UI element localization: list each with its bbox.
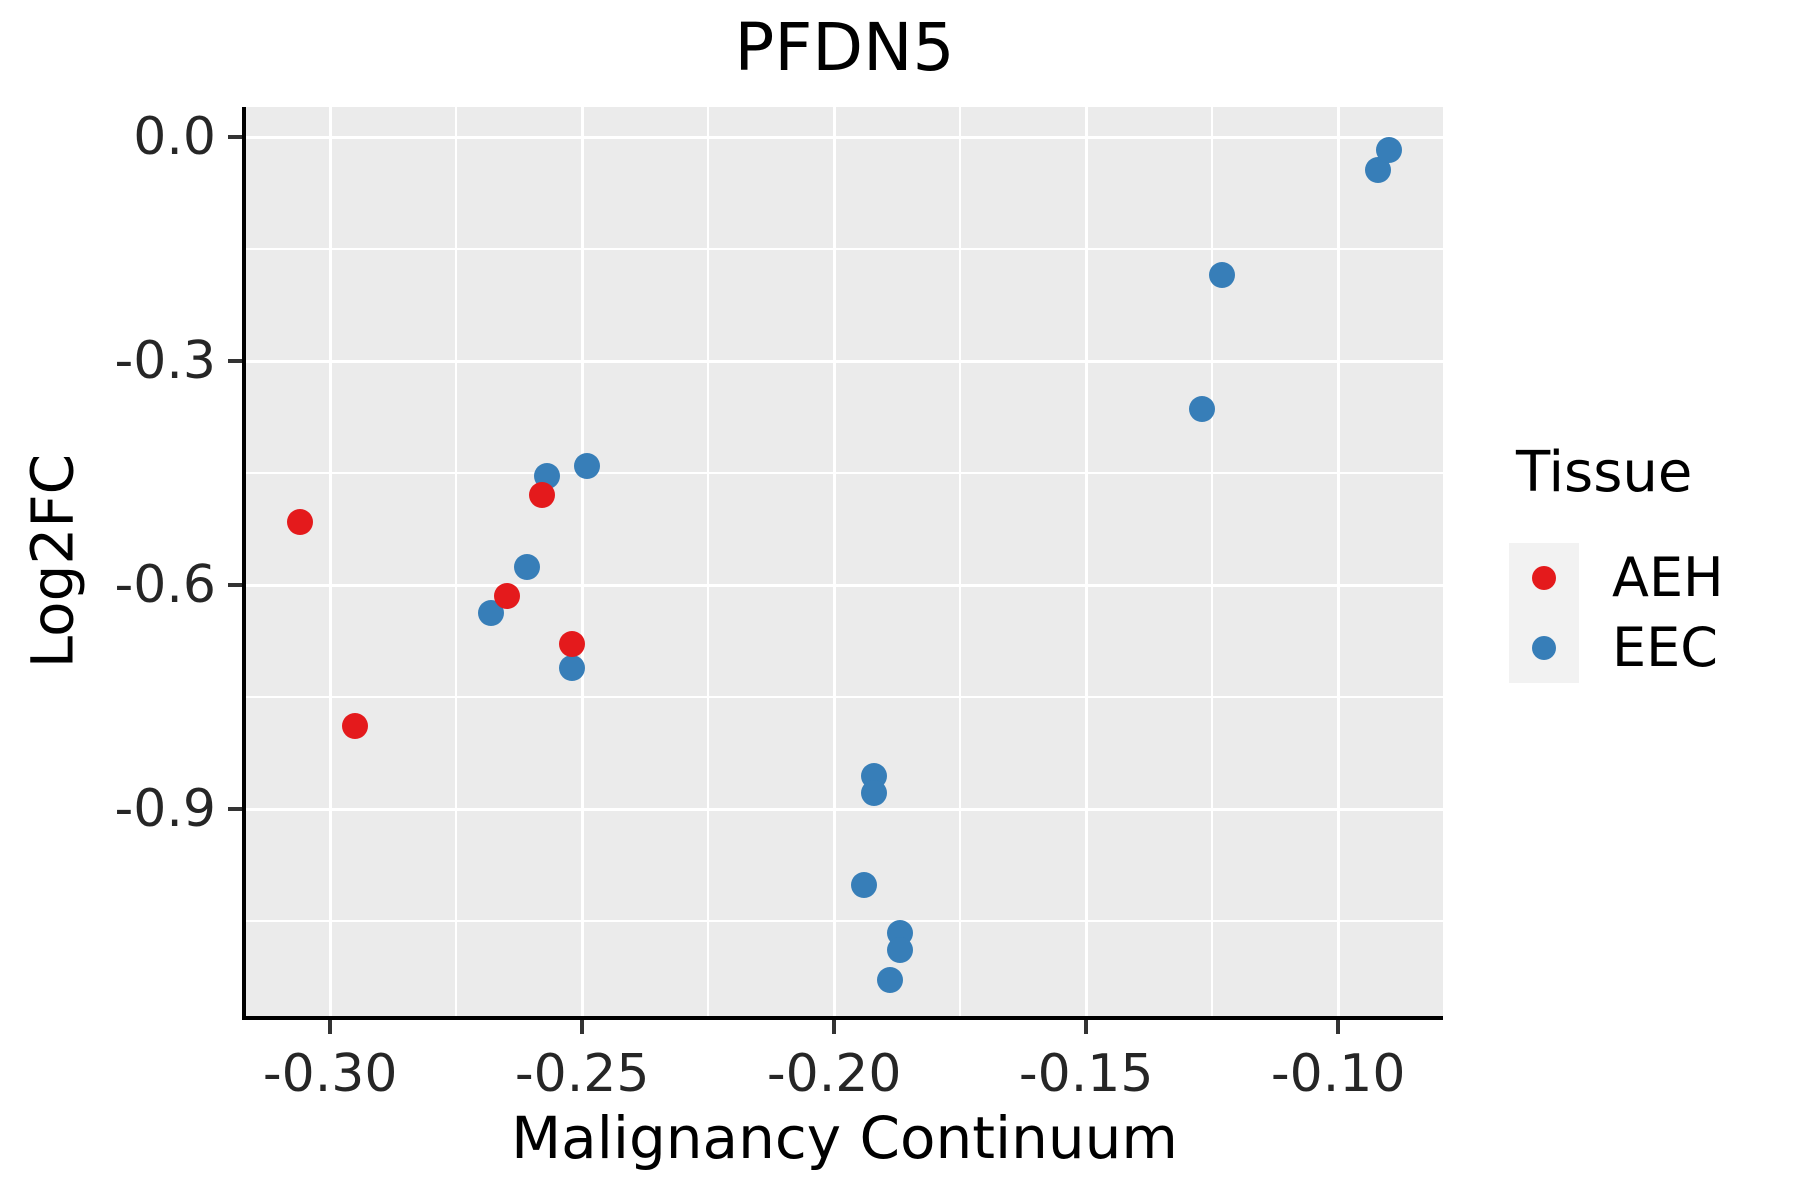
x-major-gridline [580,107,584,1016]
y-tick-mark [228,583,242,588]
y-tick-mark [228,135,242,140]
x-tick-label: -0.30 [262,1044,398,1104]
x-tick-label: -0.25 [514,1044,650,1104]
y-minor-gridline [246,472,1443,475]
x-major-gridline [1084,107,1088,1016]
x-major-gridline [328,107,332,1016]
data-point-eec [574,453,601,480]
x-axis-title: Malignancy Continuum [511,1104,1178,1172]
legend-dot-aeh-icon [1532,566,1556,590]
data-point-eec [861,779,888,806]
x-tick-label: -0.15 [1018,1044,1154,1104]
data-point-eec [1375,136,1402,163]
y-major-gridline [246,807,1443,811]
y-minor-gridline [246,696,1443,699]
y-tick-mark [228,807,242,812]
data-point-eec [1209,262,1236,289]
y-minor-gridline [246,920,1443,923]
data-point-eec [559,654,586,681]
y-tick-label: -0.6 [114,555,216,616]
x-tick-label: -0.20 [766,1044,902,1104]
x-minor-gridline [707,107,710,1016]
plot-panel [246,107,1443,1016]
legend-label-aeh: AEH [1612,546,1724,609]
data-point-eec [1189,395,1216,422]
x-tick-mark [1084,1020,1089,1034]
x-tick-mark [580,1020,585,1034]
legend-label-eec: EEC [1612,616,1718,679]
y-major-gridline [246,583,1443,587]
data-point-aeh [342,713,369,740]
data-point-aeh [286,509,313,536]
y-minor-gridline [246,248,1443,251]
data-point-eec [886,936,913,963]
y-tick-label: -0.3 [114,331,216,392]
x-tick-mark [328,1020,333,1034]
x-minor-gridline [959,107,962,1016]
y-major-gridline [246,359,1443,363]
x-tick-mark [1336,1020,1341,1034]
x-tick-label: -0.10 [1270,1044,1406,1104]
x-minor-gridline [1211,107,1214,1016]
chart-title: PFDN5 [734,9,955,86]
y-tick-label: 0.0 [133,107,216,168]
y-major-gridline [246,135,1443,139]
x-major-gridline [832,107,836,1016]
data-point-eec [876,967,903,994]
data-point-aeh [559,631,586,658]
x-axis-spine [242,1016,1443,1020]
data-point-eec [851,872,878,899]
data-point-aeh [528,482,555,509]
y-tick-mark [228,359,242,364]
x-major-gridline [1336,107,1340,1016]
legend-dot-eec-icon [1532,636,1556,660]
legend-title: Tissue [1516,440,1693,505]
data-point-aeh [493,583,520,610]
x-minor-gridline [455,107,458,1016]
x-tick-mark [832,1020,837,1034]
data-point-eec [513,554,540,581]
y-axis-spine [242,107,246,1020]
y-tick-label: -0.9 [114,779,216,840]
